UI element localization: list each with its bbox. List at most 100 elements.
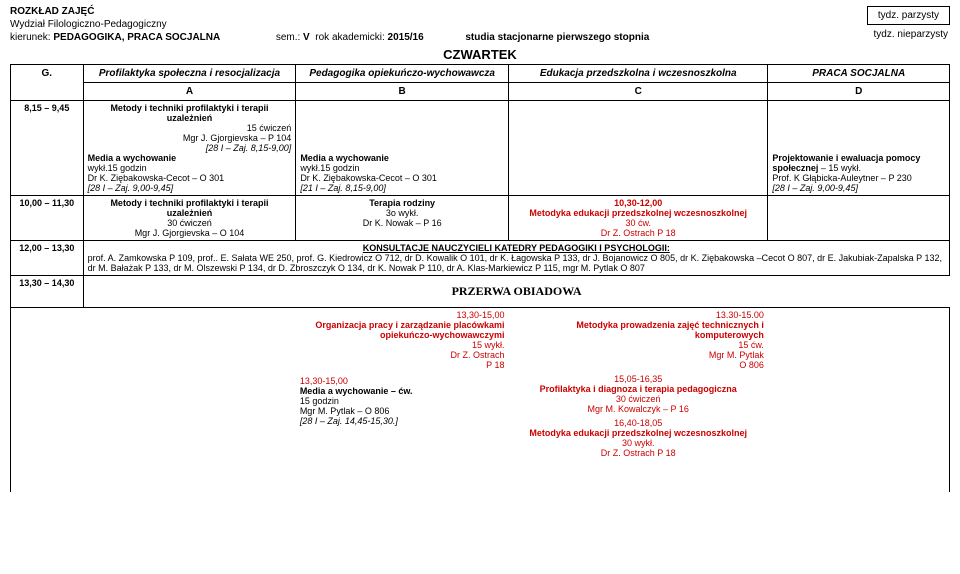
row-3: 12,00 – 13,30 KONSULTACJE NAUCZYCIELI KA… bbox=[11, 241, 950, 276]
bC3-d1: 30 wykł. bbox=[513, 438, 764, 448]
r1A-title2: Media a wychowanie bbox=[88, 153, 292, 163]
r2C-d1: 30 ćw. bbox=[513, 218, 763, 228]
bC1-d3: O 806 bbox=[513, 360, 764, 370]
bottom-time bbox=[11, 308, 84, 493]
day-title: CZWARTEK bbox=[10, 47, 950, 62]
title-rozkad: ROZKŁAD ZAJĘĆ bbox=[10, 6, 649, 17]
schedule-table: G. Profilaktyka społeczna i resocjalizac… bbox=[10, 64, 950, 492]
r2A-title: Metody i techniki profilaktyki i terapii… bbox=[88, 198, 292, 218]
row-1: 8,15 – 9,45 Metody i techniki profilakty… bbox=[11, 101, 950, 196]
time-2: 10,00 – 11,30 bbox=[11, 196, 84, 241]
track-2: Pedagogika opiekuńczo-wychowawcza bbox=[296, 65, 509, 83]
bC1-title: Metodyka prowadzenia zajęć technicznych … bbox=[513, 320, 764, 340]
time-3: 12,00 – 13,30 bbox=[11, 241, 84, 276]
wydzial: Wydział Filologiczno-Pedagogiczny bbox=[10, 19, 649, 30]
r2A-d1: 30 ćwiczeń bbox=[88, 218, 292, 228]
bottom-D bbox=[768, 308, 950, 493]
r2B-title: Terapia rodziny bbox=[300, 198, 504, 208]
kierunek: PEDAGOGIKA, PRACA SOCJALNA bbox=[53, 32, 220, 43]
header-left: ROZKŁAD ZAJĘĆ Wydział Filologiczno-Pedag… bbox=[10, 6, 649, 43]
r1-B: Media a wychowanie wykł.15 godzin Dr K. … bbox=[296, 101, 509, 196]
r2-C: 10,30-12,00 Metodyka edukacji przedszkol… bbox=[509, 196, 768, 241]
r1B-title: Media a wychowanie bbox=[300, 153, 504, 163]
r2B-d2: Dr K. Nowak – P 16 bbox=[300, 218, 504, 228]
bB1-d2: Dr Z. Ostrach bbox=[300, 350, 505, 360]
bC3-d2: Dr Z. Ostrach P 18 bbox=[513, 448, 764, 458]
r3-consult: KONSULTACJE NAUCZYCIELI KATEDRY PEDAGOGI… bbox=[83, 241, 949, 276]
bC2-title: Profilaktyka i diagnoza i terapia pedago… bbox=[513, 384, 764, 394]
r2-A: Metody i techniki profilaktyki i terapii… bbox=[83, 196, 296, 241]
bC1-d2: Mgr M. Pytlak bbox=[513, 350, 764, 360]
sem-prefix: sem.: bbox=[276, 32, 300, 43]
r2B-d1: 3o wykł. bbox=[300, 208, 504, 218]
rok: 2015/16 bbox=[388, 32, 424, 43]
bB1-d1: 15 wykł. bbox=[300, 340, 505, 350]
g-cell: G. bbox=[11, 65, 84, 101]
r1B-d1: wykł.15 godzin bbox=[300, 163, 504, 173]
r1A-title1: Metody i techniki profilaktyki i terapii… bbox=[88, 103, 292, 123]
bB2-d2: Mgr M. Pytlak – O 806 bbox=[300, 406, 505, 416]
track-1: Profilaktyka społeczna i resocjalizacja bbox=[83, 65, 296, 83]
tracks-row: G. Profilaktyka społeczna i resocjalizac… bbox=[11, 65, 950, 83]
r1B-d3: [21 I – Zaj. 8,15-9,00] bbox=[300, 183, 504, 193]
r1D-d1: – 15 wykł. bbox=[821, 163, 861, 173]
kierunek-prefix: kierunek: bbox=[10, 32, 51, 43]
r4-cell: PRZERWA OBIADOWA bbox=[83, 276, 949, 308]
r1-D: Projektowanie i ewaluacja pomocy społecz… bbox=[768, 101, 950, 196]
header-bar: ROZKŁAD ZAJĘĆ Wydział Filologiczno-Pedag… bbox=[10, 6, 950, 43]
row-2: 10,00 – 11,30 Metody i techniki profilak… bbox=[11, 196, 950, 241]
bB1-title: Organizacja pracy i zarządzanie placówka… bbox=[300, 320, 505, 340]
header-right: tydz. parzysty tydz. nieparzysty bbox=[867, 6, 950, 40]
r1-A: Metody i techniki profilaktyki i terapii… bbox=[83, 101, 296, 196]
r1B-d2: Dr K. Ziębakowska-Cecot – O 301 bbox=[300, 173, 504, 183]
r1D-d2: Prof. K Głąbicka-Auleytner – P 230 bbox=[772, 173, 945, 183]
r2-D bbox=[768, 196, 950, 241]
r1A-d3: [28 I – Zaj. 8,15-9,00] bbox=[88, 143, 292, 153]
col-c: C bbox=[509, 83, 768, 101]
bB2-title: Media a wychowanie – ćw. bbox=[300, 386, 505, 396]
row-4: 13,30 – 14,30 PRZERWA OBIADOWA bbox=[11, 276, 950, 308]
r1A-d4: wykł.15 godzin bbox=[88, 163, 292, 173]
sem: V bbox=[303, 32, 310, 43]
bottom-B: 13,30-15,00 Organizacja pracy i zarządza… bbox=[296, 308, 509, 493]
bottom-C: 13.30-15.00 Metodyka prowadzenia zajęć t… bbox=[509, 308, 768, 493]
bB1-d3: P 18 bbox=[300, 360, 505, 370]
bC2-d2: Mgr M. Kowalczyk – P 16 bbox=[513, 404, 764, 414]
r2C-time: 10,30-12,00 bbox=[513, 198, 763, 208]
r1A-d2: Mgr J. Gjorgievska – P 104 bbox=[88, 133, 292, 143]
col-b: B bbox=[296, 83, 509, 101]
bC3-time: 16,40-18,05 bbox=[513, 418, 764, 428]
time-1: 8,15 – 9,45 bbox=[11, 101, 84, 196]
letters-row: A B C D bbox=[11, 83, 950, 101]
bC3-title: Metodyka edukacji przedszkolnej wczesnos… bbox=[513, 428, 764, 438]
bC2-time: 15,05-16,35 bbox=[513, 374, 764, 384]
parzysty-box: tydz. parzysty bbox=[867, 6, 950, 25]
page-root: ROZKŁAD ZAJĘĆ Wydział Filologiczno-Pedag… bbox=[0, 0, 960, 574]
bC2-d1: 30 ćwiczeń bbox=[513, 394, 764, 404]
kierunek-line: kierunek: PEDAGOGIKA, PRACA SOCJALNA sem… bbox=[10, 32, 649, 43]
r2C-title: Metodyka edukacji przedszkolnej wczesnos… bbox=[513, 208, 763, 218]
bC1-d1: 15 ćw. bbox=[513, 340, 764, 350]
track-4: PRACA SOCJALNA bbox=[768, 65, 950, 83]
r1A-d6: [28 I – Zaj. 9,00-9,45] bbox=[88, 183, 292, 193]
bB2-d1: 15 godzin bbox=[300, 396, 505, 406]
time-4: 13,30 – 14,30 bbox=[11, 276, 84, 308]
track-3: Edukacja przedszkolna i wczesnoszkolna bbox=[509, 65, 768, 83]
r1D-d3: [28 I – Zaj. 9,00-9,45] bbox=[772, 183, 945, 193]
przerwa-label: PRZERWA OBIADOWA bbox=[88, 278, 946, 305]
bC1-time: 13.30-15.00 bbox=[513, 310, 764, 320]
bottom-A bbox=[83, 308, 296, 493]
bB1-time: 13,30-15,00 bbox=[300, 310, 505, 320]
r2C-d2: Dr Z. Ostrach P 18 bbox=[513, 228, 763, 238]
r2A-d2: Mgr J. Gjorgievska – O 104 bbox=[88, 228, 292, 238]
col-a: A bbox=[83, 83, 296, 101]
r2-B: Terapia rodziny 3o wykł. Dr K. Nowak – P… bbox=[296, 196, 509, 241]
r1A-d1: 15 ćwiczeń bbox=[88, 123, 292, 133]
r1A-d5: Dr K. Ziębakowska-Cecot – O 301 bbox=[88, 173, 292, 183]
r1-C bbox=[509, 101, 768, 196]
r3-title: KONSULTACJE NAUCZYCIELI KATEDRY PEDAGOGI… bbox=[88, 243, 945, 253]
r3-line1: prof. A. Zamkowska P 109, prof.. E. Sała… bbox=[88, 253, 945, 273]
nieparzysty-label: tydz. nieparzysty bbox=[867, 29, 950, 40]
studia: studia stacjonarne pierwszego stopnia bbox=[465, 32, 649, 43]
bB2-d3: [28 I – Zaj. 14,45-15,30.] bbox=[300, 416, 505, 426]
